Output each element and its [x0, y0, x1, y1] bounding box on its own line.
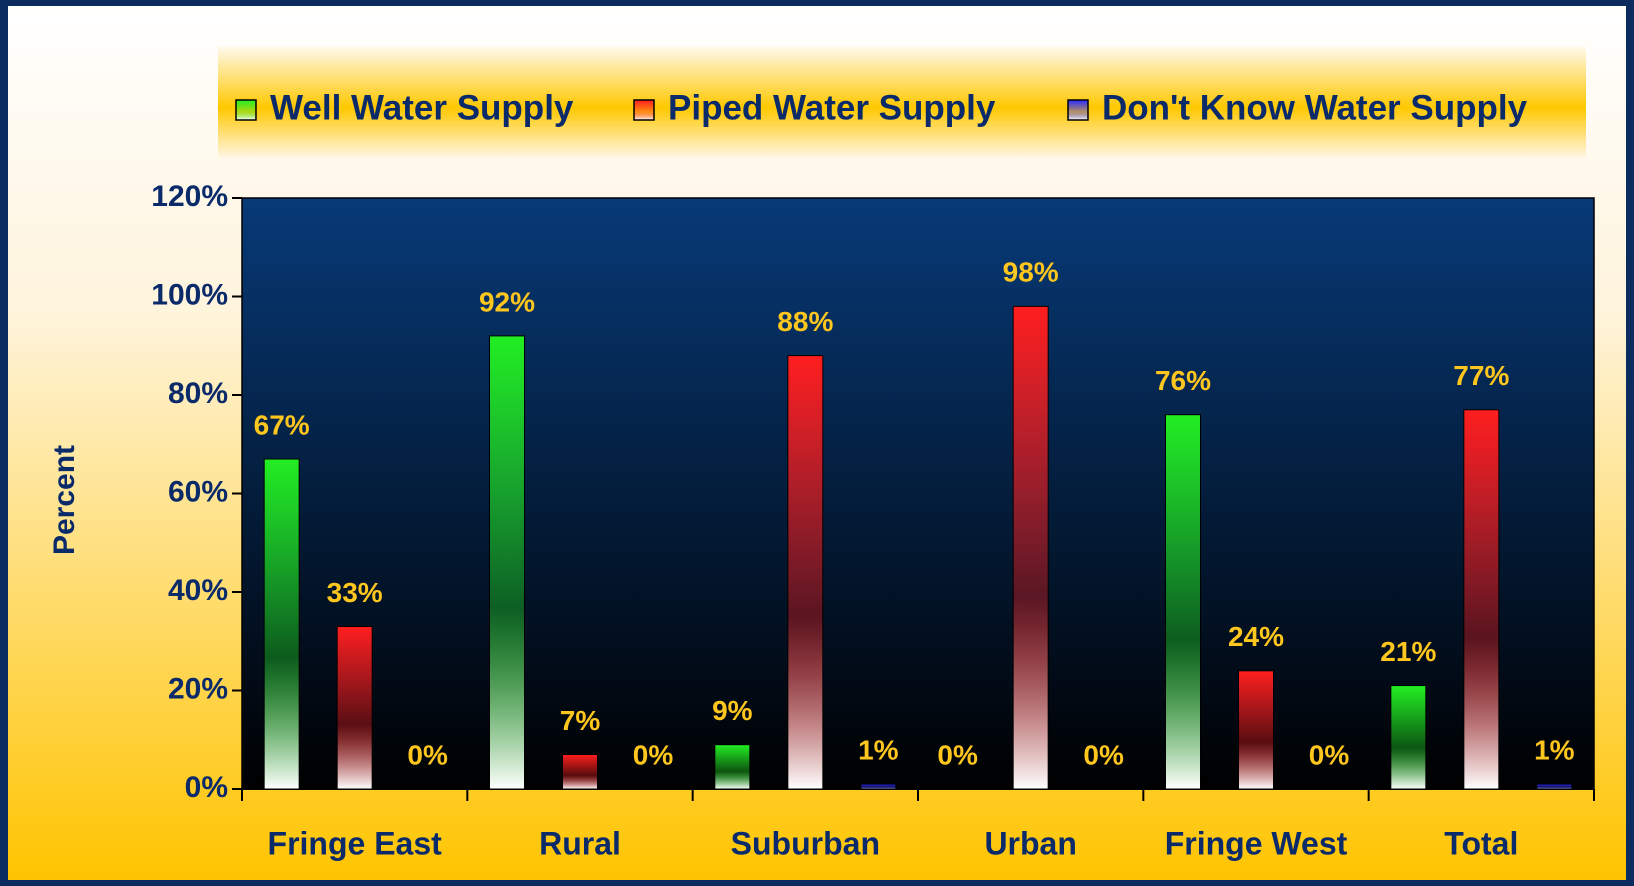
- bar: [562, 754, 598, 790]
- value-label: 77%: [1453, 360, 1509, 391]
- y-tick-label: 120%: [151, 180, 228, 213]
- value-label: 1%: [1534, 734, 1575, 765]
- bar: [336, 625, 373, 790]
- x-tick-label: Rural: [539, 825, 621, 861]
- value-label: 0%: [937, 739, 978, 770]
- value-label: 21%: [1380, 636, 1436, 667]
- legend-band: [218, 46, 1586, 158]
- bar: [263, 458, 300, 790]
- bar: [787, 355, 824, 790]
- y-tick-label: 40%: [168, 574, 228, 607]
- bar: [1012, 305, 1049, 790]
- value-label: 98%: [1003, 257, 1059, 288]
- value-label: 76%: [1155, 365, 1211, 396]
- value-label: 0%: [407, 739, 448, 770]
- plot-area: [241, 197, 1595, 790]
- value-label: 24%: [1228, 621, 1284, 652]
- legend-label: Piped Water Supply: [668, 88, 996, 127]
- x-tick-label: Fringe West: [1165, 825, 1348, 861]
- bar: [1536, 783, 1573, 790]
- value-label: 1%: [858, 734, 899, 765]
- bar: [489, 335, 525, 790]
- legend-label: Don't Know Water Supply: [1102, 88, 1528, 127]
- x-tick-label: Fringe East: [268, 825, 443, 861]
- y-tick-label: 0%: [185, 771, 228, 804]
- bar: [860, 783, 897, 790]
- legend-swatch: [1067, 99, 1089, 121]
- bar: [1390, 685, 1427, 790]
- y-tick-label: 100%: [151, 278, 228, 311]
- value-label: 0%: [633, 739, 674, 770]
- bar: [714, 744, 751, 790]
- y-axis-label: Percent: [48, 445, 81, 555]
- bar: [1238, 670, 1274, 790]
- x-tick-label: Urban: [984, 825, 1076, 861]
- y-tick-label: 80%: [168, 377, 228, 410]
- x-tick-label: Suburban: [731, 825, 880, 861]
- legend-swatch: [235, 99, 257, 121]
- y-tick-label: 60%: [168, 475, 228, 508]
- value-label: 92%: [479, 286, 535, 317]
- value-label: 0%: [1309, 739, 1350, 770]
- bar: [1463, 409, 1500, 790]
- legend-label: Well Water Supply: [270, 88, 574, 127]
- value-label: 67%: [254, 409, 310, 440]
- value-label: 9%: [712, 695, 753, 726]
- y-tick-label: 20%: [168, 672, 228, 705]
- value-label: 88%: [777, 306, 833, 337]
- x-tick-label: Total: [1444, 825, 1518, 861]
- legend-swatch: [633, 99, 655, 121]
- value-label: 0%: [1083, 739, 1124, 770]
- bar: [1165, 414, 1201, 790]
- value-label: 33%: [327, 577, 383, 608]
- value-label: 7%: [560, 705, 601, 736]
